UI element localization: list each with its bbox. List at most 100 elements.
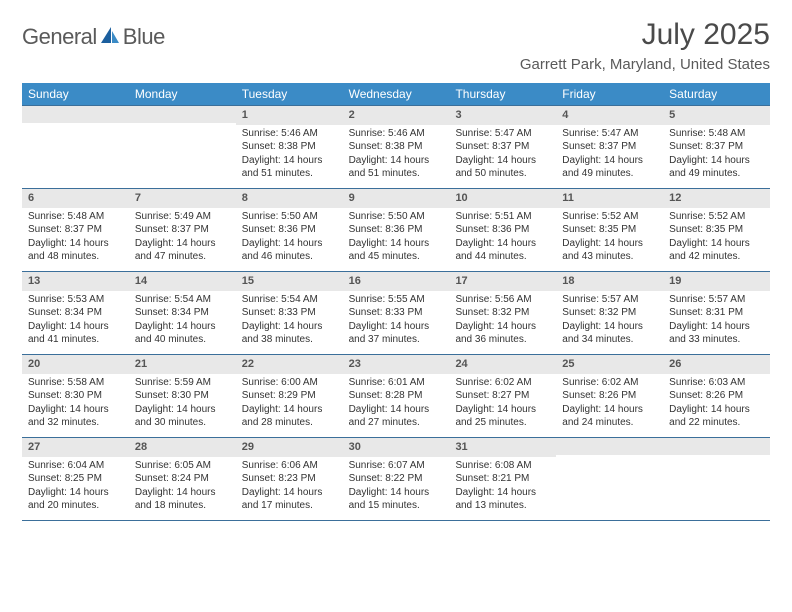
- day-number: 16: [343, 272, 450, 291]
- day-number: 2: [343, 106, 450, 125]
- day-body: Sunrise: 6:02 AMSunset: 8:26 PMDaylight:…: [556, 374, 663, 436]
- day-cell: 26Sunrise: 6:03 AMSunset: 8:26 PMDayligh…: [663, 355, 770, 437]
- daylight-text: Daylight: 14 hours and 49 minutes.: [562, 154, 657, 181]
- sunrise-text: Sunrise: 5:57 AM: [562, 293, 657, 307]
- sunset-text: Sunset: 8:36 PM: [242, 223, 337, 237]
- day-body: Sunrise: 5:47 AMSunset: 8:37 PMDaylight:…: [556, 125, 663, 187]
- day-cell: [129, 106, 236, 188]
- daylight-text: Daylight: 14 hours and 30 minutes.: [135, 403, 230, 430]
- calendar-bottom-border: [22, 520, 770, 521]
- daylight-text: Daylight: 14 hours and 43 minutes.: [562, 237, 657, 264]
- day-number: 3: [449, 106, 556, 125]
- sunset-text: Sunset: 8:37 PM: [135, 223, 230, 237]
- sunset-text: Sunset: 8:23 PM: [242, 472, 337, 486]
- day-body: Sunrise: 6:01 AMSunset: 8:28 PMDaylight:…: [343, 374, 450, 436]
- sunset-text: Sunset: 8:22 PM: [349, 472, 444, 486]
- day-cell: [22, 106, 129, 188]
- sunrise-text: Sunrise: 5:59 AM: [135, 376, 230, 390]
- daylight-text: Daylight: 14 hours and 33 minutes.: [669, 320, 764, 347]
- day-cell: 6Sunrise: 5:48 AMSunset: 8:37 PMDaylight…: [22, 189, 129, 271]
- day-body: Sunrise: 6:04 AMSunset: 8:25 PMDaylight:…: [22, 457, 129, 519]
- sunrise-text: Sunrise: 6:00 AM: [242, 376, 337, 390]
- day-number: 23: [343, 355, 450, 374]
- day-body: Sunrise: 5:52 AMSunset: 8:35 PMDaylight:…: [663, 208, 770, 270]
- day-body: Sunrise: 5:53 AMSunset: 8:34 PMDaylight:…: [22, 291, 129, 353]
- sunrise-text: Sunrise: 5:58 AM: [28, 376, 123, 390]
- weekday-header-row: SundayMondayTuesdayWednesdayThursdayFrid…: [22, 83, 770, 105]
- weekday-header: Friday: [556, 83, 663, 105]
- day-body: Sunrise: 5:55 AMSunset: 8:33 PMDaylight:…: [343, 291, 450, 353]
- weekday-header: Saturday: [663, 83, 770, 105]
- weekday-header: Wednesday: [343, 83, 450, 105]
- sunrise-text: Sunrise: 6:02 AM: [562, 376, 657, 390]
- sunset-text: Sunset: 8:38 PM: [242, 140, 337, 154]
- day-cell: 3Sunrise: 5:47 AMSunset: 8:37 PMDaylight…: [449, 106, 556, 188]
- day-cell: 12Sunrise: 5:52 AMSunset: 8:35 PMDayligh…: [663, 189, 770, 271]
- sunrise-text: Sunrise: 5:46 AM: [349, 127, 444, 141]
- sunset-text: Sunset: 8:31 PM: [669, 306, 764, 320]
- day-number: [129, 106, 236, 123]
- day-body: Sunrise: 5:59 AMSunset: 8:30 PMDaylight:…: [129, 374, 236, 436]
- sunrise-text: Sunrise: 6:01 AM: [349, 376, 444, 390]
- sunrise-text: Sunrise: 5:47 AM: [455, 127, 550, 141]
- day-body: Sunrise: 6:06 AMSunset: 8:23 PMDaylight:…: [236, 457, 343, 519]
- day-body: Sunrise: 5:57 AMSunset: 8:32 PMDaylight:…: [556, 291, 663, 353]
- sail-icon: [99, 25, 121, 50]
- sunset-text: Sunset: 8:32 PM: [455, 306, 550, 320]
- day-cell: 7Sunrise: 5:49 AMSunset: 8:37 PMDaylight…: [129, 189, 236, 271]
- daylight-text: Daylight: 14 hours and 50 minutes.: [455, 154, 550, 181]
- weekday-header: Thursday: [449, 83, 556, 105]
- daylight-text: Daylight: 14 hours and 46 minutes.: [242, 237, 337, 264]
- day-cell: 28Sunrise: 6:05 AMSunset: 8:24 PMDayligh…: [129, 438, 236, 520]
- daylight-text: Daylight: 14 hours and 34 minutes.: [562, 320, 657, 347]
- day-body: Sunrise: 5:48 AMSunset: 8:37 PMDaylight:…: [663, 125, 770, 187]
- day-body: Sunrise: 5:50 AMSunset: 8:36 PMDaylight:…: [236, 208, 343, 270]
- daylight-text: Daylight: 14 hours and 45 minutes.: [349, 237, 444, 264]
- sunrise-text: Sunrise: 6:05 AM: [135, 459, 230, 473]
- sunrise-text: Sunrise: 5:55 AM: [349, 293, 444, 307]
- sunset-text: Sunset: 8:37 PM: [562, 140, 657, 154]
- daylight-text: Daylight: 14 hours and 51 minutes.: [349, 154, 444, 181]
- daylight-text: Daylight: 14 hours and 47 minutes.: [135, 237, 230, 264]
- week-row: 13Sunrise: 5:53 AMSunset: 8:34 PMDayligh…: [22, 271, 770, 354]
- daylight-text: Daylight: 14 hours and 18 minutes.: [135, 486, 230, 513]
- sunset-text: Sunset: 8:37 PM: [28, 223, 123, 237]
- sunrise-text: Sunrise: 6:03 AM: [669, 376, 764, 390]
- day-cell: 24Sunrise: 6:02 AMSunset: 8:27 PMDayligh…: [449, 355, 556, 437]
- sunset-text: Sunset: 8:28 PM: [349, 389, 444, 403]
- daylight-text: Daylight: 14 hours and 49 minutes.: [669, 154, 764, 181]
- sunset-text: Sunset: 8:33 PM: [242, 306, 337, 320]
- day-cell: 30Sunrise: 6:07 AMSunset: 8:22 PMDayligh…: [343, 438, 450, 520]
- day-number: 27: [22, 438, 129, 457]
- sunrise-text: Sunrise: 6:04 AM: [28, 459, 123, 473]
- sunset-text: Sunset: 8:34 PM: [28, 306, 123, 320]
- sunset-text: Sunset: 8:26 PM: [669, 389, 764, 403]
- day-number: 28: [129, 438, 236, 457]
- day-number: 13: [22, 272, 129, 291]
- sunrise-text: Sunrise: 5:54 AM: [242, 293, 337, 307]
- day-cell: [663, 438, 770, 520]
- day-number: 29: [236, 438, 343, 457]
- calendar-page: General Blue July 2025 Garrett Park, Mar…: [0, 0, 792, 539]
- sunrise-text: Sunrise: 5:49 AM: [135, 210, 230, 224]
- day-number: [22, 106, 129, 123]
- daylight-text: Daylight: 14 hours and 20 minutes.: [28, 486, 123, 513]
- day-cell: [556, 438, 663, 520]
- week-row: 1Sunrise: 5:46 AMSunset: 8:38 PMDaylight…: [22, 105, 770, 188]
- sunset-text: Sunset: 8:30 PM: [135, 389, 230, 403]
- day-body: Sunrise: 6:03 AMSunset: 8:26 PMDaylight:…: [663, 374, 770, 436]
- day-cell: 11Sunrise: 5:52 AMSunset: 8:35 PMDayligh…: [556, 189, 663, 271]
- weeks-container: 1Sunrise: 5:46 AMSunset: 8:38 PMDaylight…: [22, 105, 770, 520]
- sunset-text: Sunset: 8:35 PM: [669, 223, 764, 237]
- day-number: 12: [663, 189, 770, 208]
- day-number: 31: [449, 438, 556, 457]
- sunrise-text: Sunrise: 5:47 AM: [562, 127, 657, 141]
- sunrise-text: Sunrise: 5:48 AM: [669, 127, 764, 141]
- calendar: SundayMondayTuesdayWednesdayThursdayFrid…: [22, 83, 770, 521]
- sunrise-text: Sunrise: 5:56 AM: [455, 293, 550, 307]
- day-body: Sunrise: 6:02 AMSunset: 8:27 PMDaylight:…: [449, 374, 556, 436]
- daylight-text: Daylight: 14 hours and 24 minutes.: [562, 403, 657, 430]
- day-number: 20: [22, 355, 129, 374]
- day-number: 9: [343, 189, 450, 208]
- logo: General Blue: [22, 24, 165, 50]
